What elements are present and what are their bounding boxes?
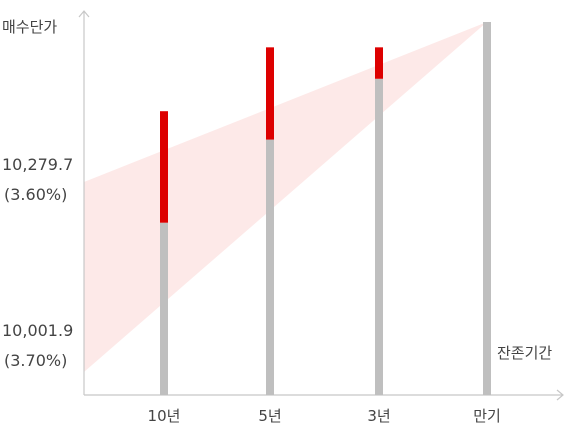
x-axis-arrow	[556, 389, 564, 401]
bar-gain-0	[160, 111, 168, 223]
labels-group: 매수단가 잔존기간 10,279.7 (3.60%) 10,001.9 (3.7…	[2, 18, 552, 370]
bar-base-1	[266, 139, 274, 395]
bar-base-2	[375, 78, 383, 396]
bar-gain-1	[266, 47, 274, 140]
x-axis-title: 잔존기간	[497, 344, 552, 362]
price-range-band	[84, 22, 487, 372]
y-label-1-value: 10,279.7	[2, 155, 73, 174]
x-tick-label-2: 3년	[367, 407, 390, 425]
y-axis-arrow	[78, 10, 90, 18]
y-axis-title: 매수단가	[2, 18, 57, 36]
x-tick-label-1: 5년	[258, 407, 281, 425]
y-label-2-value: 10,001.9	[2, 321, 73, 340]
bar-base-3	[483, 22, 491, 395]
bar-gain-2	[375, 47, 383, 79]
y-label-1-rate: (3.60%)	[4, 185, 67, 204]
y-label-2-rate: (3.70%)	[4, 351, 67, 370]
bars-group	[160, 22, 491, 396]
x-tick-label-3: 만기	[473, 407, 501, 425]
x-tick-label-0: 10년	[148, 407, 181, 425]
x-ticks-group: 10년 5년 3년 만기	[148, 407, 501, 425]
bar-base-0	[160, 222, 168, 395]
